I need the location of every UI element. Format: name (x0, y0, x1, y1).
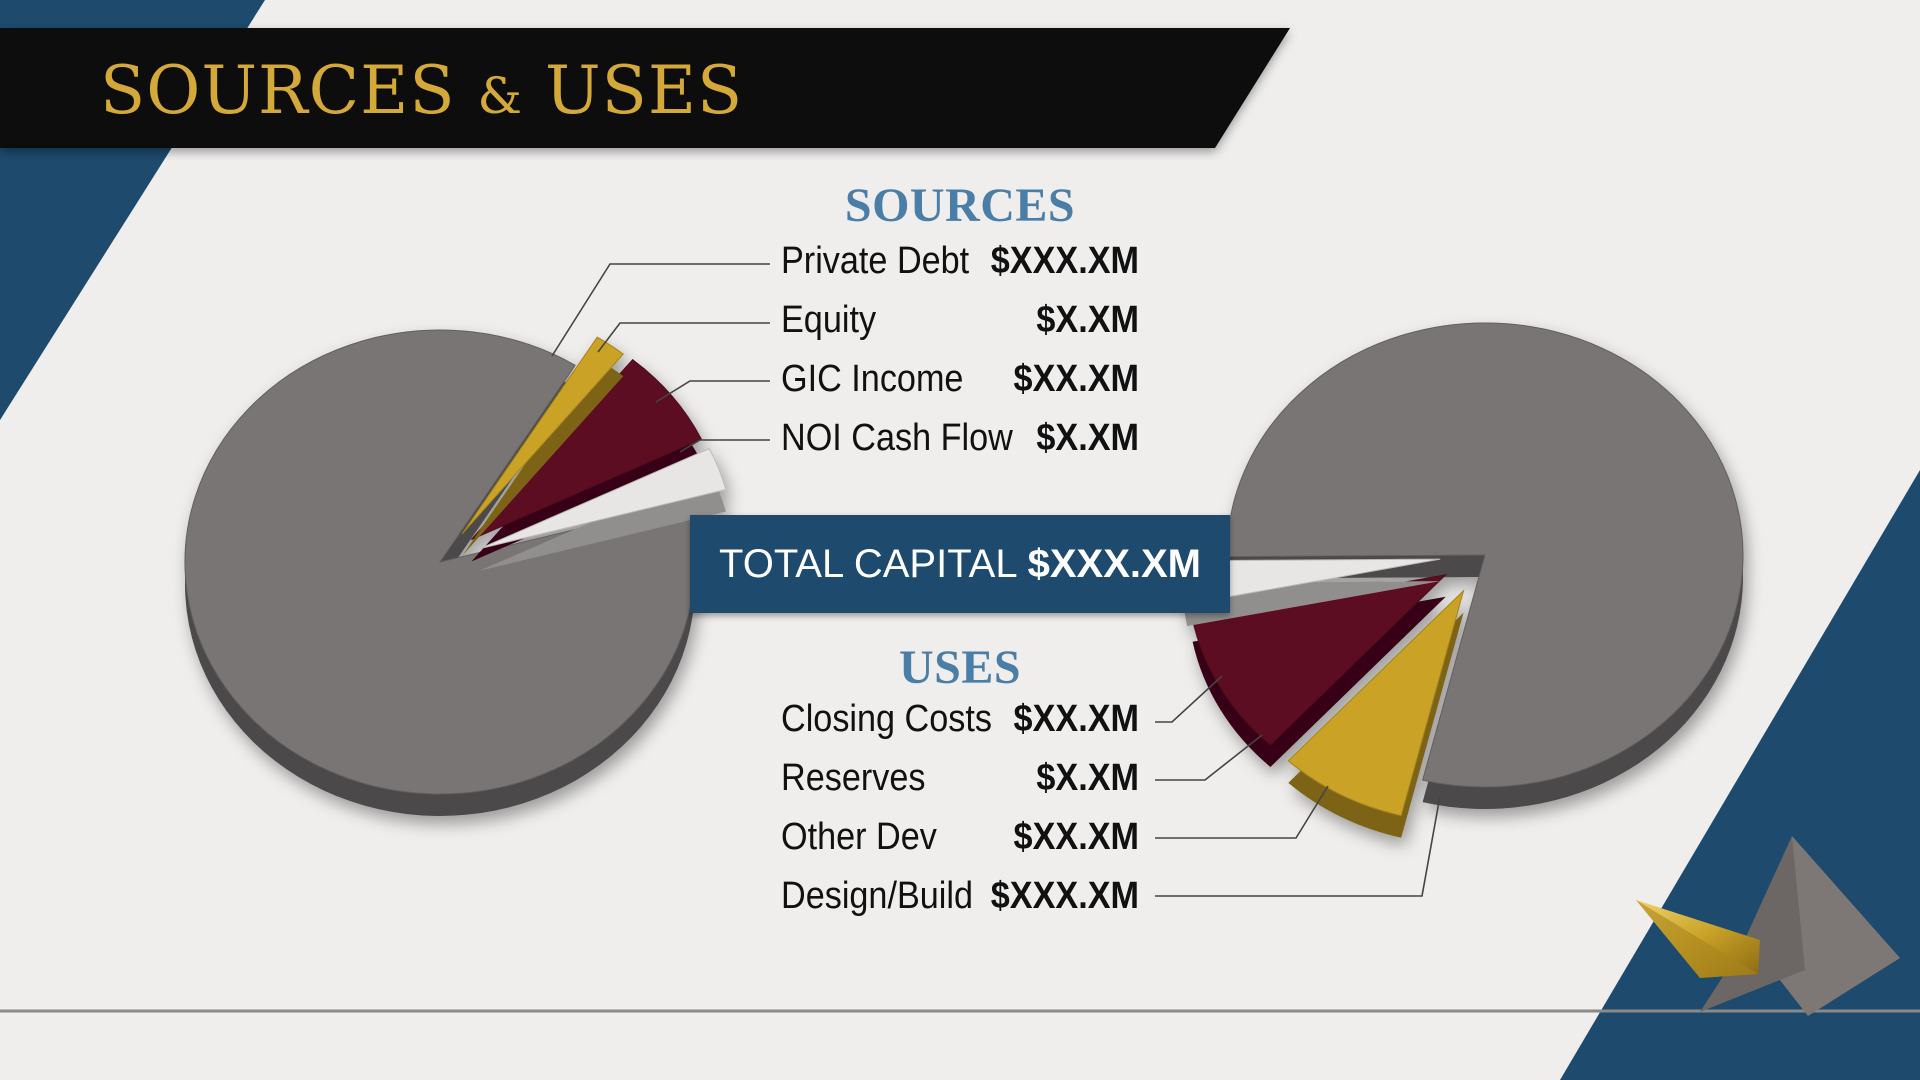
sources-value-equity: $X.XM (1036, 299, 1139, 341)
uses-heading: USES (898, 641, 1022, 694)
leader-line (679, 439, 770, 453)
star-logo (1636, 836, 1900, 1016)
sources-label-noi-cash-flow: NOI Cash Flow (781, 417, 1013, 459)
title-main: SOURCES (100, 52, 456, 129)
total-capital-value: $XXX.XM (1027, 541, 1201, 586)
sources-label-gic-income: GIC Income (781, 358, 964, 400)
uses-label-closing-costs: Closing Costs (781, 698, 992, 740)
leader-line (1155, 675, 1223, 723)
slide-title: SOURCES & USES (100, 52, 743, 129)
uses-value-design-build: $XXX.XM (990, 875, 1139, 917)
total-capital-label: TOTAL CAPITAL (719, 541, 1018, 586)
design-build-slice (1226, 322, 1744, 809)
uses-pie-chart (1181, 322, 1744, 838)
leader-line (655, 380, 770, 403)
uses-value-other-dev: $XX.XM (1013, 816, 1139, 858)
uses-label-other-dev: Other Dev (781, 816, 937, 858)
sources-label-private-debt: Private Debt (781, 240, 970, 282)
uses-label-design-build: Design/Build (781, 875, 974, 917)
equity-slice (461, 336, 625, 556)
sources-label-equity: Equity (781, 299, 877, 341)
leader-line (1155, 785, 1329, 839)
title-ampersand: & (477, 67, 524, 125)
sources-pie-chart (184, 329, 727, 816)
total-capital-bar: TOTAL CAPITAL $XXX.XM (690, 515, 1230, 613)
title-tail: USES (545, 52, 744, 129)
sources-heading: SOURCES (844, 179, 1076, 232)
gic-income-slice (471, 359, 703, 562)
uses-value-closing-costs: $XX.XM (1013, 698, 1139, 740)
title-banner (0, 28, 1290, 148)
leader-line (597, 322, 770, 353)
reserves-slice (1192, 573, 1448, 767)
other-dev-slice (1287, 588, 1465, 838)
navy-wedge-left (0, 140, 170, 420)
sources-value-noi-cash-flow: $X.XM (1036, 417, 1139, 459)
private-debt-slice (184, 329, 696, 816)
leader-line (551, 263, 770, 357)
uses-value-reserves: $X.XM (1036, 757, 1139, 799)
leader-line (1155, 795, 1441, 897)
sources-value-gic-income: $XX.XM (1013, 358, 1139, 400)
noi-cash-flow-slice (479, 447, 727, 571)
uses-label-reserves: Reserves (781, 757, 926, 799)
sources-value-private-debt: $XXX.XM (990, 240, 1139, 282)
leader-lines (551, 263, 1441, 897)
leader-line (1155, 734, 1263, 781)
